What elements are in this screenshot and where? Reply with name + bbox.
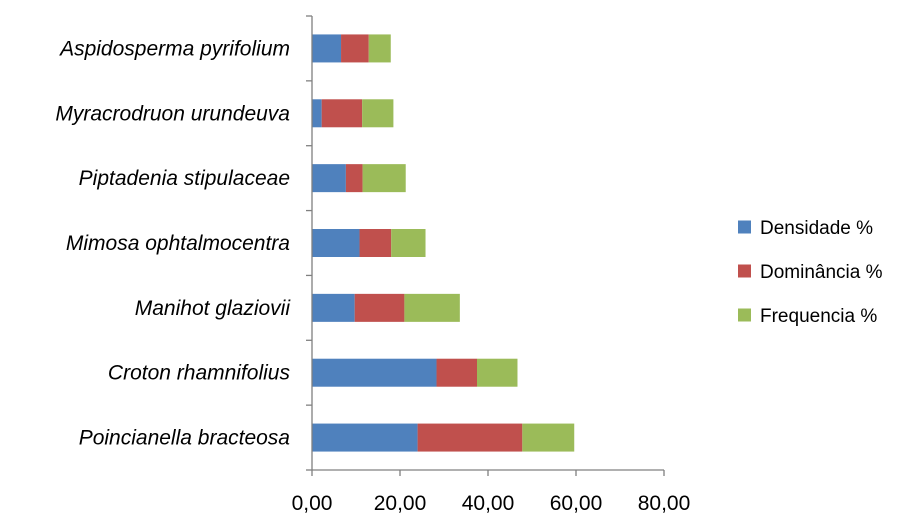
- category-label: Croton rhamnifolius: [108, 362, 291, 385]
- legend: Densidade % Dominância % Frequencia %: [738, 218, 883, 327]
- bar-manihot-glaziovii-densidade: [312, 293, 355, 322]
- bar-croton-rhamnifolius-densidade: [312, 358, 437, 387]
- bar-croton-rhamnifolius-frequencia: [477, 358, 518, 387]
- axes-group: [306, 15, 665, 476]
- bar-myracrodruon-urundeuva-frequencia: [362, 99, 394, 128]
- category-label: Poincianella bracteosa: [79, 427, 290, 450]
- x-tick-label: 40,00: [462, 492, 515, 515]
- bar-myracrodruon-urundeuva-domin-ncia: [321, 99, 363, 128]
- bar-croton-rhamnifolius-domin-ncia: [436, 358, 477, 387]
- legend-swatch-frequencia: [738, 308, 751, 322]
- x-tick-label: 80,00: [638, 492, 691, 515]
- bar-mimosa-ophtalmocentra-frequencia: [391, 229, 426, 257]
- legend-label-domin-ncia: Dominância %: [760, 262, 883, 283]
- category-label: Myracrodruon urundeuva: [55, 102, 290, 125]
- x-tick-label: 20,00: [374, 492, 427, 515]
- bar-poincianella-bracteosa-frequencia: [522, 423, 575, 452]
- x-tick-label: 60,00: [550, 492, 603, 515]
- category-label: Manihot glaziovii: [135, 297, 292, 320]
- bar-piptadenia-stipulaceae-frequencia: [362, 164, 406, 193]
- legend-label-densidade: Densidade %: [760, 218, 873, 239]
- legend-label-frequencia: Frequencia %: [760, 306, 877, 327]
- category-label: Piptadenia stipulaceae: [79, 167, 290, 190]
- bar-myracrodruon-urundeuva-densidade: [312, 99, 322, 128]
- bar-manihot-glaziovii-domin-ncia: [354, 293, 405, 322]
- x-tick-label: 0,00: [292, 492, 333, 515]
- bars-group: [312, 34, 575, 452]
- category-label: Aspidosperma pyrifolium: [58, 37, 290, 60]
- bar-aspidosperma-pyrifolium-frequencia: [368, 34, 391, 63]
- bar-aspidosperma-pyrifolium-domin-ncia: [341, 34, 369, 63]
- legend-swatch-densidade: [738, 220, 751, 234]
- bar-mimosa-ophtalmocentra-densidade: [312, 229, 360, 257]
- bar-manihot-glaziovii-frequencia: [404, 293, 460, 322]
- category-label: Mimosa ophtalmocentra: [66, 232, 290, 255]
- bar-mimosa-ophtalmocentra-domin-ncia: [359, 229, 392, 257]
- bar-poincianella-bracteosa-domin-ncia: [417, 423, 523, 452]
- bar-piptadenia-stipulaceae-domin-ncia: [345, 164, 363, 193]
- bar-poincianella-bracteosa-densidade: [312, 423, 418, 452]
- x-tick-labels: 0,00 20,00 40,00 60,00 80,00: [292, 492, 691, 515]
- category-labels: Poincianella bracteosa Croton rhamnifoliu…: [55, 37, 291, 449]
- bar-aspidosperma-pyrifolium-densidade: [312, 34, 342, 63]
- bar-piptadenia-stipulaceae-densidade: [312, 164, 346, 193]
- legend-swatch-domin-ncia: [738, 264, 751, 278]
